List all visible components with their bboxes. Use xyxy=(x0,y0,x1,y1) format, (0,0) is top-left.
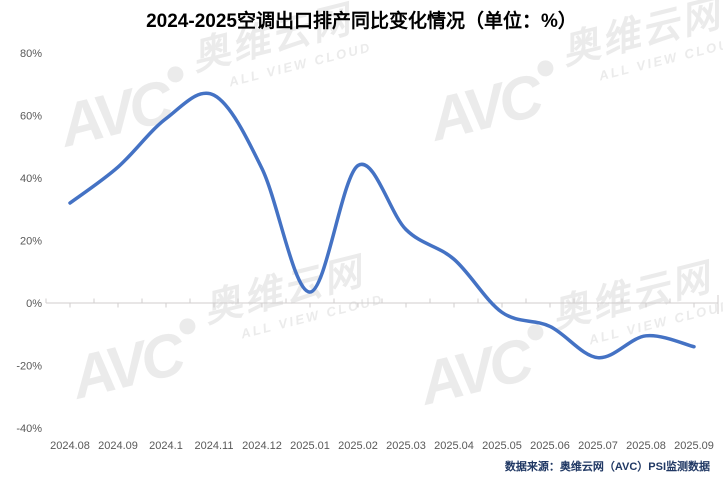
y-axis-label: -20% xyxy=(16,361,42,373)
x-axis-label: 2025.07 xyxy=(578,440,618,452)
y-axis-label: -40% xyxy=(16,423,42,435)
x-axis-label: 2025.08 xyxy=(626,440,666,452)
source-note: 数据来源：奥维云网（AVC）PSI监测数据 xyxy=(504,461,710,473)
y-axis-label: 60% xyxy=(20,111,42,123)
y-axis-label: 0% xyxy=(26,298,42,310)
x-axis-label: 2024.09 xyxy=(98,440,138,452)
y-axis-label: 20% xyxy=(20,236,42,248)
x-axis-label: 2025.06 xyxy=(530,440,570,452)
x-axis-label: 2025.02 xyxy=(338,440,378,452)
x-axis-label: 2025.03 xyxy=(386,440,426,452)
y-axis-label: 80% xyxy=(20,48,42,60)
x-axis-label: 2024.11 xyxy=(195,440,234,452)
x-axis-label: 2025.04 xyxy=(434,440,474,452)
x-axis-label: 2025.09 xyxy=(674,440,714,452)
x-axis-label: 2025.05 xyxy=(482,440,522,452)
x-axis-label: 2025.01 xyxy=(290,440,330,452)
y-axis-label: 40% xyxy=(20,173,42,185)
chart-title: 2024-2025空调出口排产同比变化情况（单位：%） xyxy=(146,11,577,32)
x-axis-label: 2024.12 xyxy=(242,440,282,452)
series-line xyxy=(68,91,696,360)
x-axis-label: 2024.1 xyxy=(149,440,183,452)
x-axis-label: 2024.08 xyxy=(50,440,90,452)
